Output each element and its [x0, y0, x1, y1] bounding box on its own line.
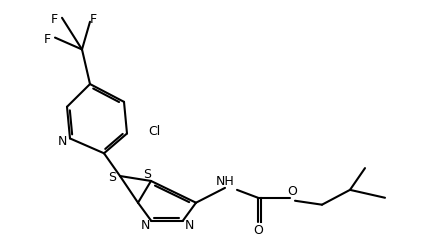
Text: F: F [89, 13, 97, 26]
Text: N: N [140, 219, 150, 232]
Text: N: N [58, 135, 67, 148]
Text: O: O [287, 185, 297, 198]
Text: F: F [43, 33, 51, 46]
Text: N: N [184, 219, 194, 232]
Text: Cl: Cl [148, 125, 160, 138]
Text: S: S [143, 168, 151, 181]
Text: S: S [108, 172, 116, 184]
Text: NH: NH [216, 175, 234, 188]
Text: F: F [50, 13, 58, 26]
Text: O: O [253, 224, 263, 237]
